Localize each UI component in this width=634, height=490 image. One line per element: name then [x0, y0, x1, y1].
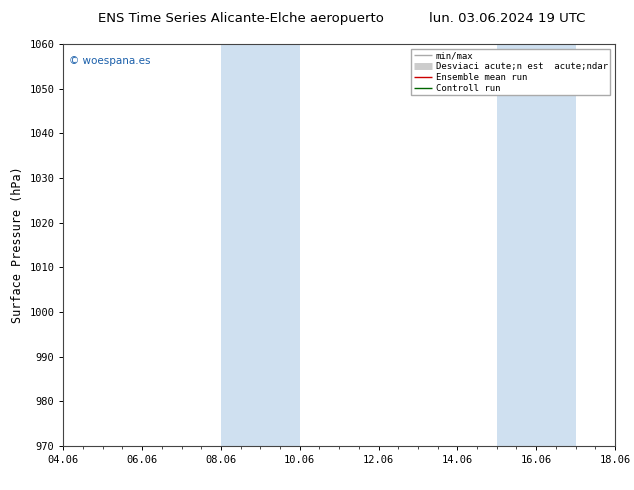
Bar [261, 44, 300, 446]
Bar [221, 44, 261, 446]
Bar [536, 44, 576, 446]
Y-axis label: Surface Pressure (hPa): Surface Pressure (hPa) [11, 167, 24, 323]
Text: lun. 03.06.2024 19 UTC: lun. 03.06.2024 19 UTC [429, 12, 585, 25]
Text: © woespana.es: © woespana.es [69, 56, 150, 66]
Text: ENS Time Series Alicante-Elche aeropuerto: ENS Time Series Alicante-Elche aeropuert… [98, 12, 384, 25]
Bar [497, 44, 536, 446]
Legend: min/max, Desviaci acute;n est  acute;ndar, Ensemble mean run, Controll run: min/max, Desviaci acute;n est acute;ndar… [411, 49, 611, 96]
